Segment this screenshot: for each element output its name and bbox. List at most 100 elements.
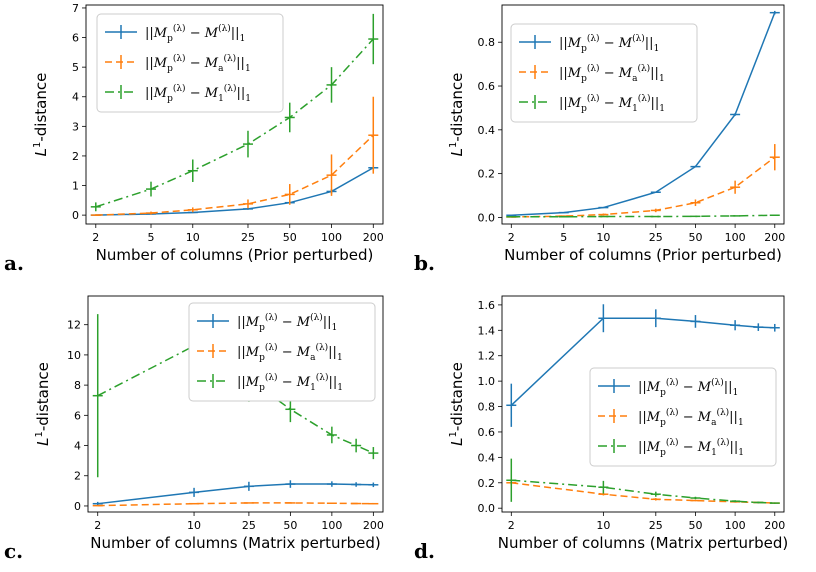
series-2 xyxy=(90,13,379,212)
y-tick-label: 12 xyxy=(67,319,81,332)
y-tick-label: 1.6 xyxy=(478,299,496,312)
y-tick-label: 0 xyxy=(74,500,81,513)
x-tick-label: 200 xyxy=(363,231,384,244)
legend-box xyxy=(589,367,777,467)
x-tick-label: 5 xyxy=(148,231,155,244)
x-tick-label: 2 xyxy=(508,231,515,244)
y-tick-label: 0.8 xyxy=(478,36,496,49)
legend: ||Mp(λ) − M(λ)||1 ||Mp(λ) − Ma(λ)||1 ||Mp(… xyxy=(96,13,284,113)
x-tick-label: 5 xyxy=(560,231,567,244)
y-axis-label: L1-distance xyxy=(32,73,50,157)
legend-box xyxy=(510,23,698,123)
y-tick-label: 6 xyxy=(72,32,79,45)
x-tick-label: 2 xyxy=(92,231,99,244)
y-tick-label: 7 xyxy=(72,2,79,15)
y-axis-label: L1-distance xyxy=(448,73,466,157)
y-tick-label: 0.2 xyxy=(478,168,496,181)
y-tick-label: 1 xyxy=(72,180,79,193)
y-tick-label: 5 xyxy=(72,61,79,74)
chart-panel-d: 2 10 25 50 100 200 0.0 0.2 0.4 0.6 0.8 1.0 1.2 1.4 1.6… xyxy=(414,295,789,563)
x-tick-label: 25 xyxy=(649,519,663,532)
series-0 xyxy=(506,304,780,427)
x-tick-label: 100 xyxy=(725,519,746,532)
plot-frame xyxy=(501,295,785,513)
y-tick-label: 4 xyxy=(72,91,79,104)
series-line xyxy=(97,483,374,505)
y-tick-label: 0.2 xyxy=(478,477,496,490)
series-0 xyxy=(92,480,379,506)
series-2 xyxy=(506,458,780,504)
y-tick-label: 4 xyxy=(74,440,81,453)
x-tick-label: 2 xyxy=(94,519,101,532)
series-1 xyxy=(90,96,379,217)
legend-entry-label: ||Mp(λ) − Ma(λ)||1 xyxy=(559,63,665,84)
x-tick-label: 50 xyxy=(283,231,297,244)
legend: ||Mp(λ) − M(λ)||1 ||Mp(λ) − Ma(λ)||1 ||Mp(… xyxy=(589,367,777,467)
y-tick-label: 2 xyxy=(72,150,79,163)
legend-entry-label: ||Mp(λ) − Ma(λ)||1 xyxy=(145,53,251,74)
x-axis-label: Number of columns (Prior perturbed) xyxy=(504,246,782,264)
x-tick-label: 25 xyxy=(241,231,255,244)
x-axis-label: Number of columns (Matrix perturbed) xyxy=(90,534,381,552)
x-tick-label: 2 xyxy=(508,519,515,532)
legend-entry-label: ||Mp(λ) − Ma(λ)||1 xyxy=(237,342,343,363)
legend-entry-label: ||Mp(λ) − Ma(λ)||1 xyxy=(638,407,744,428)
x-tick-label: 10 xyxy=(596,519,610,532)
plot-frame xyxy=(501,4,785,225)
y-tick-label: 0.4 xyxy=(478,451,496,464)
series-line xyxy=(511,479,775,504)
y-tick-label: 2 xyxy=(74,470,81,483)
y-axis-label: L1-distance xyxy=(34,362,52,446)
y-tick-label: 6 xyxy=(74,409,81,422)
legend: ||Mp(λ) − M(λ)||1 ||Mp(λ) − Ma(λ)||1 ||Mp(… xyxy=(510,23,698,123)
x-tick-label: 200 xyxy=(363,519,384,532)
legend-entry-label: ||Mp(λ) − M(λ)||1 xyxy=(145,23,245,44)
y-tick-label: 3 xyxy=(72,120,79,133)
y-tick-label: 0.6 xyxy=(478,80,496,93)
series-0 xyxy=(506,10,780,216)
legend-entry-label: ||Mp(λ) − M1(λ)||1 xyxy=(559,93,665,114)
series-1 xyxy=(506,144,780,218)
legend-box xyxy=(188,302,376,402)
x-axis-label: Number of columns (Prior perturbed) xyxy=(96,246,374,264)
y-tick-label: 1.2 xyxy=(478,350,496,363)
x-tick-label: 100 xyxy=(321,519,342,532)
legend: ||Mp(λ) − M(λ)||1 ||Mp(λ) − Ma(λ)||1 ||Mp(… xyxy=(188,302,376,402)
x-tick-label: 100 xyxy=(725,231,746,244)
y-tick-label: 8 xyxy=(74,379,81,392)
y-tick-label: 0 xyxy=(72,209,79,222)
x-axis-label: Number of columns (Matrix perturbed) xyxy=(498,534,789,552)
y-tick-label: 1.4 xyxy=(478,324,496,337)
x-tick-label: 200 xyxy=(764,519,785,532)
panel-label: d. xyxy=(414,539,435,563)
y-tick-label: 10 xyxy=(67,349,81,362)
legend-entry-label: ||Mp(λ) − M(λ)||1 xyxy=(638,377,738,398)
series-1 xyxy=(92,502,379,507)
legend-box xyxy=(96,13,284,113)
y-tick-label: 0.0 xyxy=(478,211,496,224)
x-tick-label: 50 xyxy=(283,519,297,532)
x-tick-label: 25 xyxy=(649,231,663,244)
y-tick-label: 1.0 xyxy=(478,375,496,388)
y-tick-label: 0.4 xyxy=(478,124,496,137)
panel-label: a. xyxy=(4,251,24,275)
panel-label: c. xyxy=(4,539,23,563)
series-1 xyxy=(506,480,780,504)
y-axis-label: L1-distance xyxy=(448,362,466,446)
series-line xyxy=(511,482,775,504)
series-2 xyxy=(506,214,780,218)
x-tick-label: 50 xyxy=(688,519,702,532)
x-tick-label: 200 xyxy=(764,231,785,244)
plot-frame xyxy=(85,4,384,225)
x-tick-label: 10 xyxy=(186,231,200,244)
plot-frame xyxy=(87,295,384,513)
x-tick-label: 10 xyxy=(596,231,610,244)
x-tick-label: 25 xyxy=(242,519,256,532)
legend-entry-label: ||Mp(λ) − M1(λ)||1 xyxy=(638,437,744,458)
legend-entry-label: ||Mp(λ) − M(λ)||1 xyxy=(559,33,659,54)
panel-label: b. xyxy=(414,251,435,275)
